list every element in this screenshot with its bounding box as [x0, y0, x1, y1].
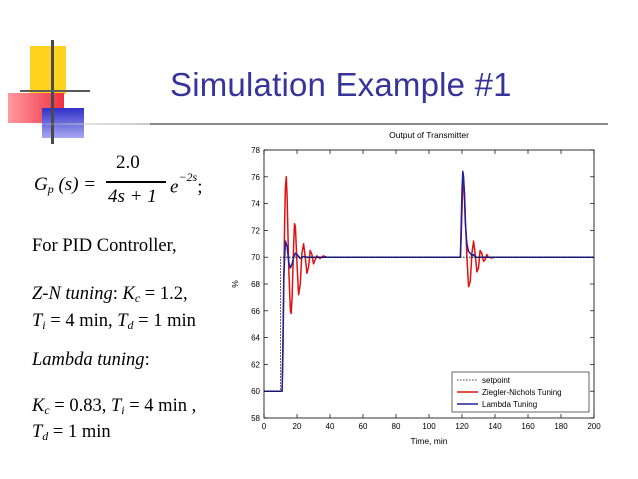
- zn-label: Z-N tuning: [32, 284, 113, 304]
- x-tick-label: 160: [521, 422, 535, 431]
- x-tick-label: 20: [293, 422, 302, 431]
- series-line-lambda-tuning: [264, 170, 594, 392]
- zn-line-2: Ti = 4 min, Td = 1 min: [32, 311, 196, 333]
- formula-g-sub: p: [47, 182, 54, 196]
- lambda-heading: Lambda tuning:: [32, 350, 150, 370]
- x-tick-label: 60: [359, 422, 368, 431]
- x-tick-label: 0: [262, 422, 267, 431]
- zn-td-val: = 1 min: [133, 311, 196, 331]
- zn-ti-sub: i: [42, 318, 46, 332]
- legend-label: Lambda Tuning: [482, 400, 537, 409]
- chart-title: Output of Transmitter: [389, 130, 469, 140]
- lam-ti-val: = 4 min ,: [124, 396, 197, 416]
- zn-kc-val: = 1.2,: [140, 284, 188, 304]
- lam-td-sub: d: [42, 429, 49, 443]
- zn-kc-sub: c: [134, 291, 141, 305]
- x-tick-label: 100: [422, 422, 436, 431]
- formula-end: ;: [197, 176, 203, 198]
- x-axis-label: Time, min: [411, 436, 448, 446]
- zn-td-var: T: [117, 311, 128, 331]
- legend-label: setpoint: [482, 376, 511, 385]
- lam-kc-sub: c: [44, 403, 50, 417]
- y-tick-label: 60: [251, 387, 260, 396]
- x-tick-label: 80: [392, 422, 401, 431]
- formula-exp-power: −2s: [178, 170, 198, 184]
- lambda-line-2: Td = 1 min: [32, 422, 111, 444]
- axis-ticks: 0 20 40 60 80 100 120 140 160 180 200 58 60 62 64 66 68 7…: [251, 146, 601, 431]
- y-tick-label: 64: [251, 334, 260, 343]
- y-tick-label: 74: [251, 200, 260, 209]
- zn-ti-var: T: [32, 311, 43, 331]
- pid-intro: For PID Controller,: [32, 236, 177, 256]
- x-tick-label: 200: [587, 422, 601, 431]
- lam-td-val: = 1 min: [48, 422, 111, 442]
- x-tick-label: 40: [326, 422, 335, 431]
- lam-kc-var: K: [32, 396, 45, 416]
- x-tick-label: 140: [488, 422, 502, 431]
- y-tick-label: 58: [251, 414, 260, 423]
- x-tick-label: 180: [554, 422, 568, 431]
- lambda-label: Lambda tuning: [32, 350, 145, 370]
- formula-lhs: Gp (s) =: [34, 174, 96, 197]
- y-tick-label: 76: [251, 173, 260, 182]
- y-tick-label: 62: [251, 360, 260, 369]
- x-tick-label: 120: [455, 422, 469, 431]
- y-axis-label: %: [230, 280, 240, 288]
- title-rule: [150, 123, 608, 125]
- lambda-line-1: Kc = 0.83, Ti = 4 min ,: [32, 396, 196, 418]
- y-tick-label: 70: [251, 253, 260, 262]
- zn-kc-var: K: [122, 284, 135, 304]
- slide-title: Simulation Example #1: [170, 66, 512, 103]
- y-tick-label: 66: [251, 307, 260, 316]
- formula-exponential: e−2s;: [170, 170, 203, 198]
- formula-denominator: 4s + 1: [108, 186, 157, 207]
- zn-ti-val: = 4 min,: [45, 311, 118, 331]
- series-line-ziegler-nichols-tuning: [264, 176, 594, 392]
- formula-fraction-bar: [106, 181, 166, 183]
- lam-td-var: T: [32, 422, 43, 442]
- formula-exp-base: e: [170, 176, 179, 198]
- deco-vertical-line: [51, 40, 54, 144]
- y-tick-label: 72: [251, 226, 260, 235]
- y-tick-label: 78: [251, 146, 260, 155]
- formula-args: (s) =: [58, 174, 97, 195]
- deco-yellow-block: [30, 46, 66, 94]
- zn-line-1: Z-N tuning: Kc = 1.2,: [32, 284, 188, 305]
- series-line-setpoint: [264, 256, 594, 392]
- lam-kc-val: = 0.83,: [49, 396, 111, 416]
- zn-td-sub: d: [127, 318, 134, 332]
- legend-label: Ziegler-Nichols Tuning: [482, 388, 562, 397]
- title-rule-fade: [18, 123, 150, 125]
- formula-g: G: [34, 174, 48, 195]
- y-tick-label: 68: [251, 280, 260, 289]
- formula-numerator: 2.0: [116, 152, 140, 173]
- chart-legend: setpoint Ziegler-Nichols Tuning Lambda Tun…: [451, 371, 590, 413]
- lam-ti-sub: i: [121, 403, 125, 417]
- deco-horizontal-line: [20, 90, 90, 92]
- lam-ti-var: T: [110, 396, 122, 416]
- series-lines: [264, 170, 594, 392]
